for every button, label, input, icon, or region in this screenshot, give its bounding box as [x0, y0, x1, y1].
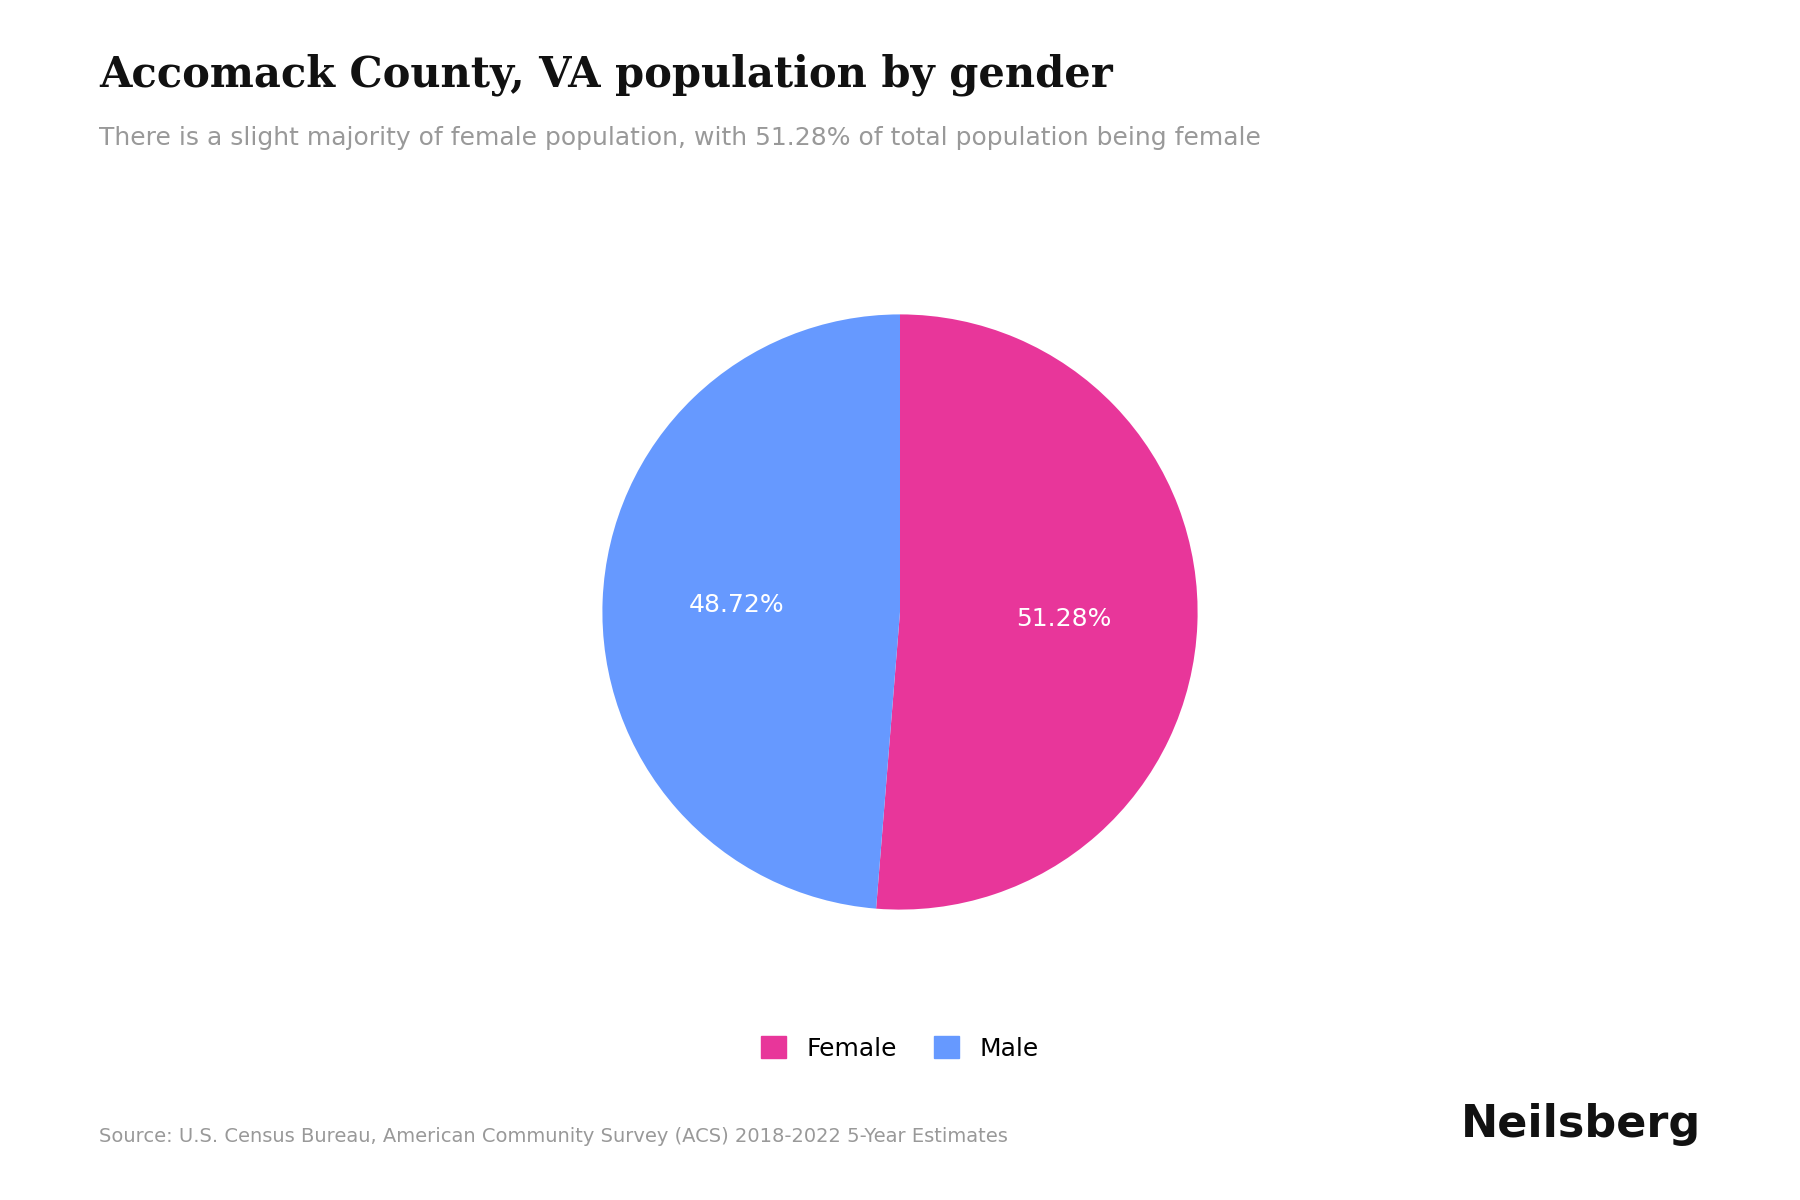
- Text: There is a slight majority of female population, with 51.28% of total population: There is a slight majority of female pop…: [99, 126, 1260, 150]
- Text: Neilsberg: Neilsberg: [1462, 1103, 1701, 1146]
- Wedge shape: [603, 314, 900, 908]
- Legend: Female, Male: Female, Male: [761, 1036, 1039, 1061]
- Wedge shape: [877, 314, 1197, 910]
- Text: 48.72%: 48.72%: [689, 594, 785, 618]
- Text: 51.28%: 51.28%: [1015, 606, 1111, 630]
- Text: Accomack County, VA population by gender: Accomack County, VA population by gender: [99, 54, 1112, 96]
- Text: Source: U.S. Census Bureau, American Community Survey (ACS) 2018-2022 5-Year Est: Source: U.S. Census Bureau, American Com…: [99, 1127, 1008, 1146]
